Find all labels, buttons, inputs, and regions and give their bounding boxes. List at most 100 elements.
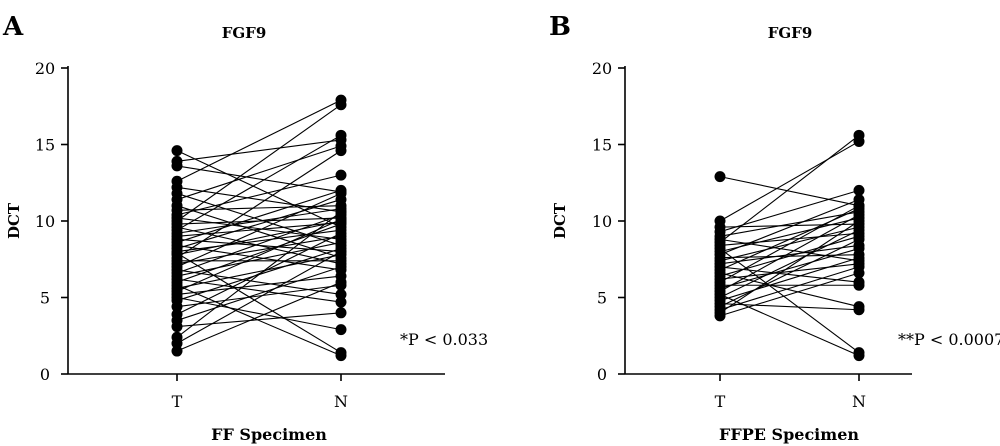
paired-line — [719, 263, 860, 280]
y-tick-label: 10 — [592, 212, 612, 231]
paired-line — [176, 254, 342, 289]
paired-line — [719, 223, 860, 228]
normal-point — [335, 246, 347, 258]
paired-line — [176, 252, 342, 354]
paired-line — [719, 176, 860, 207]
normal-point — [853, 233, 865, 245]
paired-line — [176, 220, 342, 256]
paired-line — [719, 272, 860, 308]
normal-point — [853, 215, 865, 227]
paired-line — [176, 174, 342, 216]
panel-a-pair-lines — [176, 99, 342, 357]
paired-line — [176, 281, 342, 352]
panel-b-ticks: 0 5 10 15 20 T N — [592, 59, 866, 411]
paired-line — [176, 145, 342, 201]
paired-line — [176, 104, 342, 222]
panel-b: B FGF9 DCT FFPE Specimen **P < 0.0007 0 5… — [549, 12, 1000, 444]
panel-b-points — [714, 129, 865, 362]
panel-a-y-axis-label: DCT — [5, 202, 23, 239]
paired-line — [719, 220, 860, 314]
paired-line — [176, 205, 342, 211]
panel-b-y-axis-label: DCT — [551, 202, 569, 239]
paired-line — [719, 134, 860, 243]
paired-line — [176, 266, 342, 321]
paired-line — [176, 284, 342, 308]
x-tick-label: N — [852, 392, 866, 411]
paired-line — [719, 214, 860, 292]
paired-line — [176, 217, 342, 240]
panel-b-title: FGF9 — [768, 24, 813, 42]
y-tick-label: 15 — [35, 136, 55, 155]
paired-line — [719, 244, 860, 265]
paired-line — [719, 199, 860, 256]
panel-a-p-value: *P < 0.033 — [400, 330, 488, 349]
panel-b-x-axis-label: FFPE Specimen — [719, 425, 859, 444]
paired-line — [719, 248, 860, 354]
tumor-point — [171, 301, 183, 313]
paired-line — [176, 211, 342, 338]
paired-line — [176, 139, 342, 162]
paired-line — [719, 303, 860, 311]
normal-point — [853, 184, 865, 196]
y-tick-label: 0 — [40, 365, 50, 384]
x-tick-label: T — [715, 392, 726, 411]
panel-a-letter: A — [2, 12, 24, 42]
paired-line — [176, 99, 342, 182]
tumor-point — [171, 145, 183, 157]
paired-line — [176, 150, 342, 228]
normal-point — [335, 99, 347, 111]
panel-b-letter: B — [549, 12, 571, 42]
panel-a-ticks: 0 5 10 15 20 T N — [35, 59, 348, 411]
normal-point — [335, 145, 347, 157]
paired-line — [176, 134, 342, 231]
normal-point — [853, 267, 865, 279]
y-tick-label: 10 — [35, 212, 55, 231]
paired-line — [176, 218, 342, 292]
paired-line — [719, 266, 860, 311]
normal-point — [335, 324, 347, 336]
normal-point — [335, 129, 347, 141]
paired-line — [719, 205, 860, 283]
paired-line — [176, 214, 342, 274]
normal-point — [335, 350, 347, 362]
paired-line — [719, 257, 860, 302]
paired-line — [176, 284, 342, 357]
tumor-point — [171, 321, 183, 333]
paired-line — [176, 251, 342, 344]
paired-line — [176, 208, 342, 234]
paired-line — [176, 312, 342, 328]
y-tick-label: 20 — [35, 59, 55, 78]
normal-point — [853, 279, 865, 291]
panel-a-points — [171, 94, 347, 362]
panel-a: A FGF9 DCT FF Specimen *P < 0.033 0 5 10 15… — [2, 12, 488, 444]
y-tick-label: 5 — [40, 289, 50, 308]
paired-line — [176, 269, 342, 295]
paired-line — [719, 140, 860, 222]
tumor-point — [714, 310, 726, 322]
y-tick-label: 0 — [597, 365, 607, 384]
normal-point — [335, 213, 347, 225]
normal-point — [335, 187, 347, 199]
normal-point — [853, 243, 865, 255]
paired-line — [719, 238, 860, 308]
normal-point — [335, 169, 347, 181]
normal-point — [853, 200, 865, 212]
paired-line — [719, 211, 860, 237]
paired-line — [176, 275, 342, 295]
paired-line — [176, 238, 342, 253]
tumor-point — [714, 171, 726, 183]
normal-point — [853, 224, 865, 236]
panel-b-pair-lines — [719, 134, 860, 357]
y-tick-label: 20 — [592, 59, 612, 78]
paired-line — [176, 192, 342, 268]
paired-line — [176, 165, 342, 193]
paired-line — [176, 150, 342, 259]
x-tick-label: T — [172, 392, 183, 411]
paired-line — [176, 235, 342, 265]
tumor-point — [171, 345, 183, 357]
normal-point — [335, 307, 347, 319]
paired-line — [176, 232, 342, 315]
tumor-point — [171, 160, 183, 172]
panel-a-x-axis-label: FF Specimen — [211, 425, 327, 444]
